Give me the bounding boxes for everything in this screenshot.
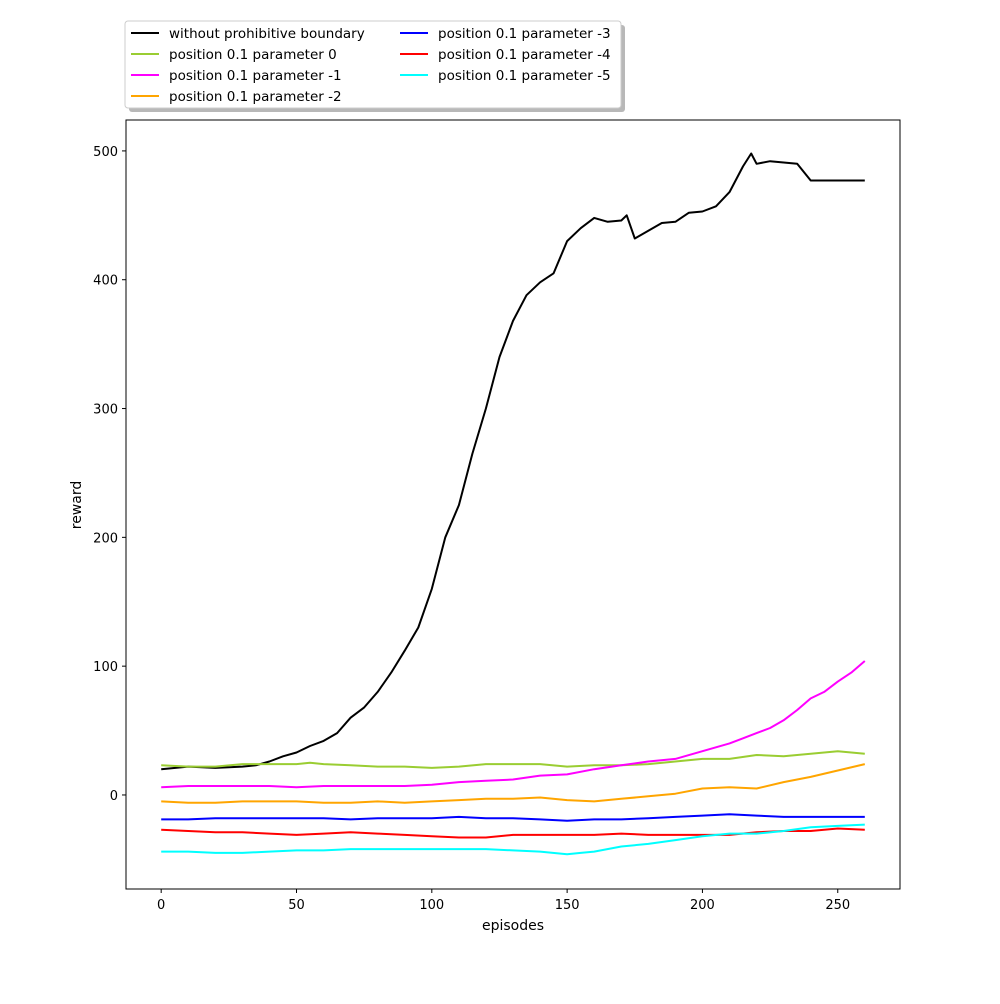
x-tick-label: 100 <box>419 898 444 913</box>
series-line-0 <box>161 152 865 771</box>
x-tick-label: 150 <box>555 898 580 913</box>
legend-label: without prohibitive boundary <box>169 26 365 42</box>
legend-label: position 0.1 parameter -5 <box>438 68 611 84</box>
series-line-4 <box>161 813 865 822</box>
legend-label: position 0.1 parameter -1 <box>169 68 342 84</box>
y-tick-label: 0 <box>110 789 118 804</box>
legend-label: position 0.1 parameter -4 <box>438 47 611 63</box>
y-axis-ticks: 0 100 200 300 400 500 <box>93 145 126 804</box>
y-tick-label: 400 <box>93 274 118 289</box>
y-tick-label: 200 <box>93 531 118 546</box>
y-axis-label: reward <box>69 481 85 530</box>
series-layer <box>161 152 866 856</box>
x-axis-ticks: 0 50 100 150 200 250 <box>157 889 850 913</box>
series-line-6 <box>161 823 865 856</box>
y-tick-label: 500 <box>93 145 118 160</box>
x-tick-label: 50 <box>288 898 305 913</box>
y-tick-label: 100 <box>93 660 118 675</box>
plot-frame <box>125 119 901 890</box>
series-line-2 <box>161 660 866 789</box>
legend: without prohibitive boundary position 0.1… <box>124 20 625 112</box>
x-tick-label: 0 <box>157 898 165 913</box>
series-line-1 <box>161 750 865 769</box>
x-tick-label: 200 <box>690 898 715 913</box>
legend-box <box>124 20 622 109</box>
y-tick-label: 300 <box>93 403 118 418</box>
legend-label: position 0.1 parameter -2 <box>169 89 342 105</box>
legend-label: position 0.1 parameter -3 <box>438 26 611 42</box>
x-axis-label: episodes <box>482 918 544 934</box>
x-tick-label: 250 <box>825 898 850 913</box>
legend-label: position 0.1 parameter 0 <box>169 47 337 63</box>
series-line-3 <box>161 763 866 804</box>
legend-items: without prohibitive boundary position 0.1… <box>131 26 611 105</box>
